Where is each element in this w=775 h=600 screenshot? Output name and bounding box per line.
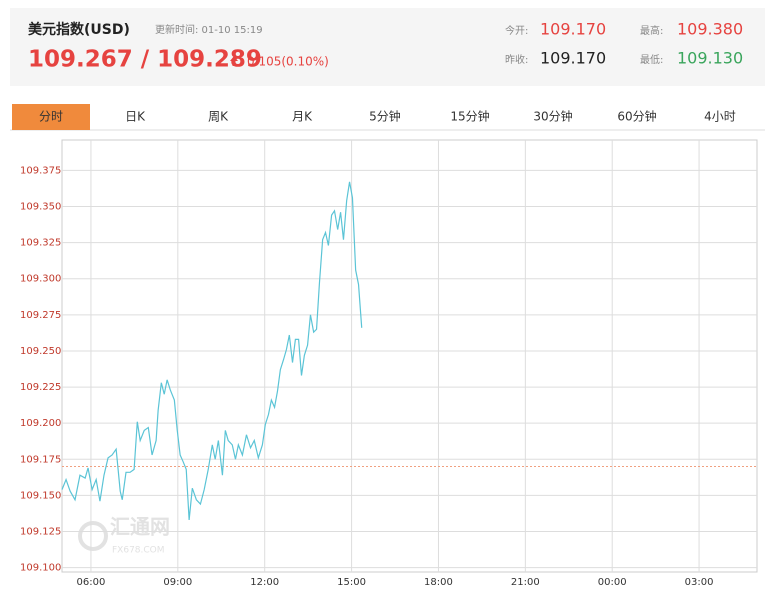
tab[interactable]: 30分钟 xyxy=(533,109,572,124)
chart: 汇通网 FX678.COM 109.100 109.125 109.150 109.175… xyxy=(20,139,758,588)
tab[interactable]: 周K xyxy=(208,110,229,124)
price-change: 0.105(0.10%) xyxy=(247,55,329,69)
y-tick-label: 109.150 xyxy=(20,490,61,501)
tab[interactable]: 日K xyxy=(125,110,146,124)
y-tick-label: 109.100 xyxy=(20,563,61,574)
quote-panel xyxy=(10,8,765,86)
stat-label: 最低: xyxy=(640,53,663,66)
tab[interactable]: 15分钟 xyxy=(450,109,489,124)
stat-label: 今开: xyxy=(505,24,528,37)
tab[interactable]: 5分钟 xyxy=(369,109,401,124)
y-tick-label: 109.300 xyxy=(20,274,61,285)
price: 109.267 / 109.289 xyxy=(28,47,262,73)
quote-title: 美元指数(USD) xyxy=(28,21,130,38)
tab[interactable]: 分时 xyxy=(39,110,63,124)
tab[interactable]: 60分钟 xyxy=(617,109,656,124)
y-tick-label: 109.200 xyxy=(20,418,61,429)
stat-value: 109.130 xyxy=(677,49,743,68)
y-tick-label: 109.225 xyxy=(20,382,61,393)
watermark-logo xyxy=(78,521,108,551)
x-tick-label: 06:00 xyxy=(77,577,106,588)
update-time: 更新时间: 01-10 15:19 xyxy=(155,23,263,36)
y-tick-label: 109.175 xyxy=(20,454,61,465)
plot-frame xyxy=(61,139,758,573)
x-tick-label: 21:00 xyxy=(511,577,540,588)
stat-label: 昨收: xyxy=(505,53,528,66)
tab[interactable]: 4小时 xyxy=(704,110,736,124)
watermark: 汇通网 xyxy=(110,515,170,539)
up-arrow xyxy=(230,56,238,66)
x-tick-label: 03:00 xyxy=(685,577,714,588)
x-tick-label: 12:00 xyxy=(250,577,279,588)
y-tick-label: 109.275 xyxy=(20,310,61,321)
stat-label: 最高: xyxy=(640,24,663,37)
stat-value: 109.170 xyxy=(540,49,606,68)
y-tick-label: 109.250 xyxy=(20,346,61,357)
y-tick-label: 109.350 xyxy=(20,201,61,212)
x-tick-label: 00:00 xyxy=(598,577,627,588)
tab[interactable]: 月K xyxy=(292,110,313,124)
price-line xyxy=(61,181,363,521)
stat-value: 109.170 xyxy=(540,20,606,39)
watermark-site: FX678.COM xyxy=(112,546,165,556)
x-tick-label: 09:00 xyxy=(163,577,192,588)
y-tick-label: 109.375 xyxy=(20,165,61,176)
y-tick-label: 109.325 xyxy=(20,238,61,249)
tab-active-bg xyxy=(12,104,90,130)
x-tick-label: 18:00 xyxy=(424,577,453,588)
tab-bar: 分时 日K 周K 月K 5分钟 15分钟 30分钟 60分钟 4小时 xyxy=(12,104,736,130)
stat-value: 109.380 xyxy=(677,20,743,39)
y-tick-label: 109.125 xyxy=(20,527,61,538)
x-tick-label: 15:00 xyxy=(337,577,366,588)
